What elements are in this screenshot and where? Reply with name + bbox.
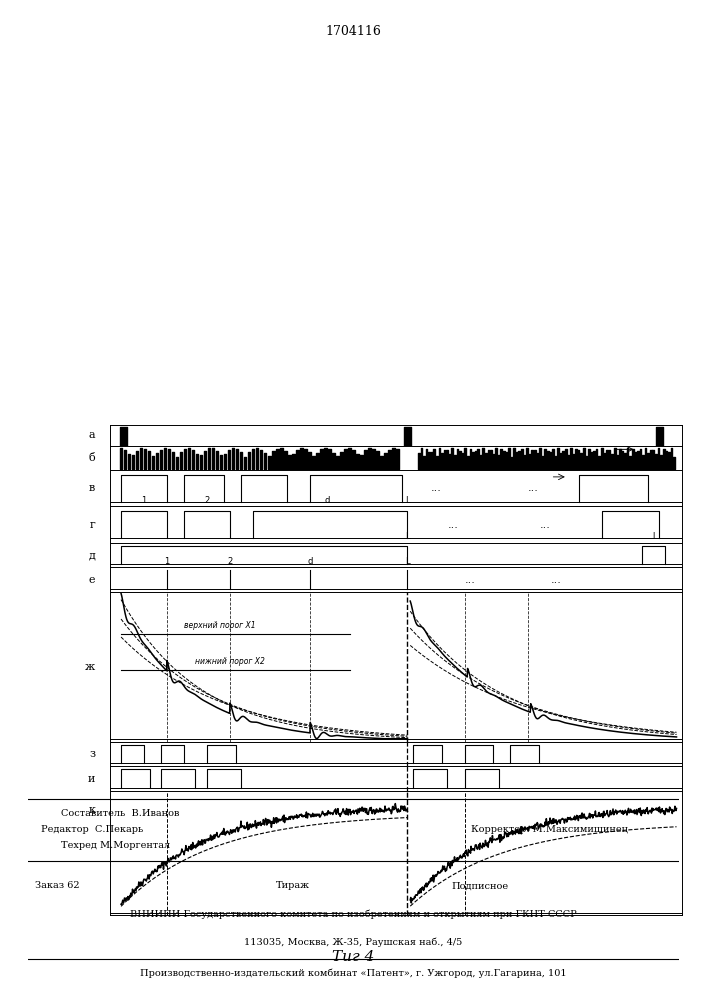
Text: L: L: [405, 557, 409, 566]
Text: ВНИИПИ Государственного комитета по изобретениям и открытиям при ГКНТ СССР: ВНИИПИ Государственного комитета по изоб…: [130, 909, 577, 919]
Text: d: d: [308, 557, 312, 566]
Text: Техред М.Моргентал: Техред М.Моргентал: [61, 841, 170, 850]
Text: ж: ж: [85, 662, 95, 672]
Text: 1704116: 1704116: [325, 25, 382, 38]
Text: е: е: [89, 575, 95, 585]
Text: 1: 1: [164, 557, 170, 566]
Text: ...: ...: [551, 575, 561, 585]
Text: ...: ...: [539, 520, 550, 530]
Text: ...: ...: [448, 520, 459, 530]
Text: 2: 2: [204, 496, 209, 505]
Text: L: L: [405, 532, 409, 541]
Text: Корректор  М.Максимишинец: Корректор М.Максимишинец: [471, 825, 627, 834]
Text: 2: 2: [227, 557, 233, 566]
Text: в: в: [89, 483, 95, 493]
Text: Редактор  С.Пекарь: Редактор С.Пекарь: [41, 825, 144, 834]
Text: l: l: [653, 532, 655, 541]
Text: верхний порог X1: верхний порог X1: [184, 621, 256, 630]
Text: д: д: [88, 550, 95, 560]
Text: Тираж: Тираж: [276, 882, 310, 890]
Text: б: б: [88, 453, 95, 463]
Text: ...: ...: [431, 483, 441, 493]
Text: к: к: [88, 805, 95, 815]
Text: з: з: [89, 749, 95, 759]
Text: Заказ 62: Заказ 62: [35, 882, 79, 890]
Text: нижний порог X2: нижний порог X2: [195, 657, 265, 666]
Text: и: и: [88, 774, 95, 784]
Text: L: L: [405, 496, 409, 505]
Text: 1: 1: [141, 496, 146, 505]
Text: а: а: [88, 430, 95, 440]
Text: ...: ...: [528, 483, 539, 493]
Text: Τиг 4: Τиг 4: [332, 950, 375, 964]
Text: ...: ...: [465, 575, 476, 585]
Text: Производственно-издательский комбинат «Патент», г. Ужгород, ул.Гагарина, 101: Производственно-издательский комбинат «П…: [140, 968, 567, 978]
Text: d: d: [325, 496, 330, 505]
Text: Подписное: Подписное: [451, 882, 508, 890]
Text: г: г: [90, 520, 95, 530]
Text: 113035, Москва, Ж-35, Раушская наб., 4/5: 113035, Москва, Ж-35, Раушская наб., 4/5: [245, 937, 462, 947]
Text: Составитель  В.Иванов: Составитель В.Иванов: [61, 810, 179, 818]
